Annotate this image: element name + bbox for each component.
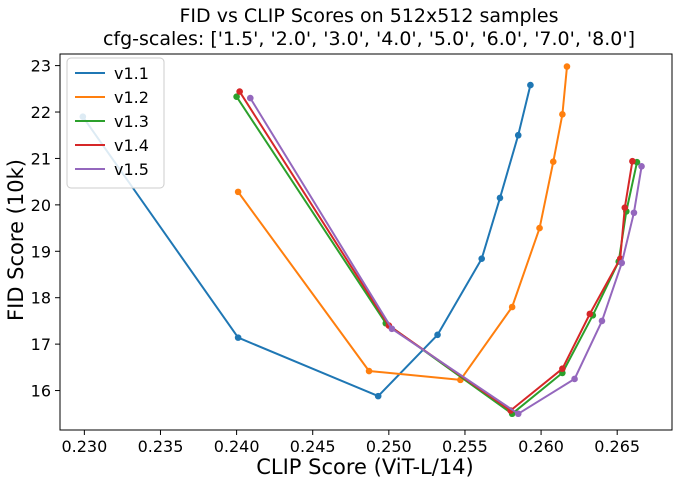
series-v1-5 bbox=[246, 94, 645, 418]
chart-title: FID vs CLIP Scores on 512x512 samples bbox=[180, 5, 559, 27]
legend-item: v1.4 bbox=[75, 136, 149, 155]
legend-label: v1.1 bbox=[114, 64, 149, 83]
data-point bbox=[618, 259, 626, 267]
x-tick-label: 0.265 bbox=[594, 437, 640, 456]
data-point bbox=[478, 255, 486, 263]
legend-label: v1.4 bbox=[114, 136, 149, 155]
x-tick-label: 0.235 bbox=[138, 437, 184, 456]
legend-item: v1.5 bbox=[75, 160, 149, 179]
y-tick-label: 22 bbox=[31, 103, 51, 122]
data-point bbox=[514, 131, 522, 139]
y-tick-label: 21 bbox=[31, 149, 51, 168]
x-tick-label: 0.260 bbox=[518, 437, 564, 456]
y-tick-label: 19 bbox=[31, 242, 51, 261]
plot-series-group bbox=[79, 63, 645, 418]
y-axis-label: FID Score (10k) bbox=[4, 159, 28, 321]
series-v1-2 bbox=[234, 63, 571, 384]
data-point bbox=[629, 157, 636, 165]
data-point bbox=[536, 224, 543, 232]
data-point bbox=[234, 334, 242, 341]
series-line bbox=[237, 66, 568, 381]
legend-item: v1.3 bbox=[75, 112, 149, 131]
plot-frame bbox=[59, 53, 673, 431]
data-point bbox=[234, 188, 242, 196]
data-point bbox=[527, 81, 534, 89]
chart-subtitle: cfg-scales: ['1.5', '2.0', '3.0', '4.0',… bbox=[103, 28, 635, 50]
y-tick-label: 16 bbox=[31, 382, 51, 401]
series-v1-1 bbox=[79, 81, 534, 400]
data-point bbox=[621, 204, 629, 211]
x-tick-label: 0.230 bbox=[61, 437, 107, 456]
legend-item: v1.2 bbox=[75, 88, 149, 107]
legend-box bbox=[66, 57, 165, 189]
y-tick-label: 17 bbox=[31, 335, 51, 354]
data-point bbox=[233, 93, 240, 101]
data-point bbox=[508, 303, 516, 311]
x-tick-label: 0.245 bbox=[290, 437, 336, 456]
series-line bbox=[249, 97, 643, 415]
x-axis-label: CLIP Score (ViT-L/14) bbox=[256, 455, 474, 479]
data-point bbox=[388, 325, 396, 333]
data-point bbox=[496, 194, 504, 202]
data-point bbox=[598, 317, 606, 325]
data-point bbox=[563, 63, 571, 70]
data-point bbox=[236, 88, 243, 95]
data-point bbox=[514, 410, 522, 418]
data-point bbox=[638, 163, 645, 170]
data-point bbox=[434, 331, 441, 339]
series-line bbox=[235, 96, 638, 415]
data-point bbox=[246, 94, 254, 102]
y-tick-label: 18 bbox=[31, 289, 51, 308]
data-point bbox=[586, 310, 594, 318]
series-line bbox=[81, 84, 532, 398]
legend-label: v1.2 bbox=[114, 88, 149, 107]
y-tick-label: 23 bbox=[31, 57, 51, 76]
y-axis-ticks: 16 17 18 19 20 21 22 23 bbox=[31, 57, 60, 401]
legend-label: v1.5 bbox=[114, 160, 149, 179]
data-point bbox=[374, 392, 382, 400]
data-point bbox=[365, 367, 373, 375]
x-tick-label: 0.255 bbox=[442, 437, 488, 456]
data-point bbox=[549, 158, 557, 165]
data-point bbox=[559, 111, 566, 118]
x-axis-ticks: 0.230 0.235 0.240 0.245 0.250 0.255 0.260 0.265 bbox=[61, 430, 640, 456]
legend: v1.1 v1.2 v1.3 v1.4 v1.5 bbox=[66, 57, 165, 189]
y-tick-label: 20 bbox=[31, 196, 51, 215]
x-tick-label: 0.240 bbox=[214, 437, 260, 456]
data-point bbox=[630, 209, 638, 217]
data-point bbox=[559, 365, 566, 373]
series-v1-4 bbox=[236, 88, 636, 414]
x-tick-label: 0.250 bbox=[366, 437, 412, 456]
legend-label: v1.3 bbox=[114, 112, 149, 131]
legend-item: v1.1 bbox=[75, 64, 149, 83]
data-point bbox=[571, 375, 578, 383]
